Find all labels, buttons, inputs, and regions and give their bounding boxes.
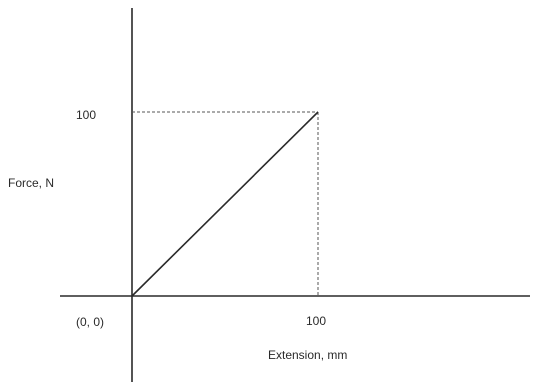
x-tick-label-100: 100 [306,314,327,328]
series-line-0 [131,111,319,297]
origin-label: (0, 0) [76,315,105,329]
x-axis-label: Extension, mm [268,348,348,362]
y-axis-label: Force, N [8,176,55,190]
y-tick-label-100: 100 [76,108,97,122]
